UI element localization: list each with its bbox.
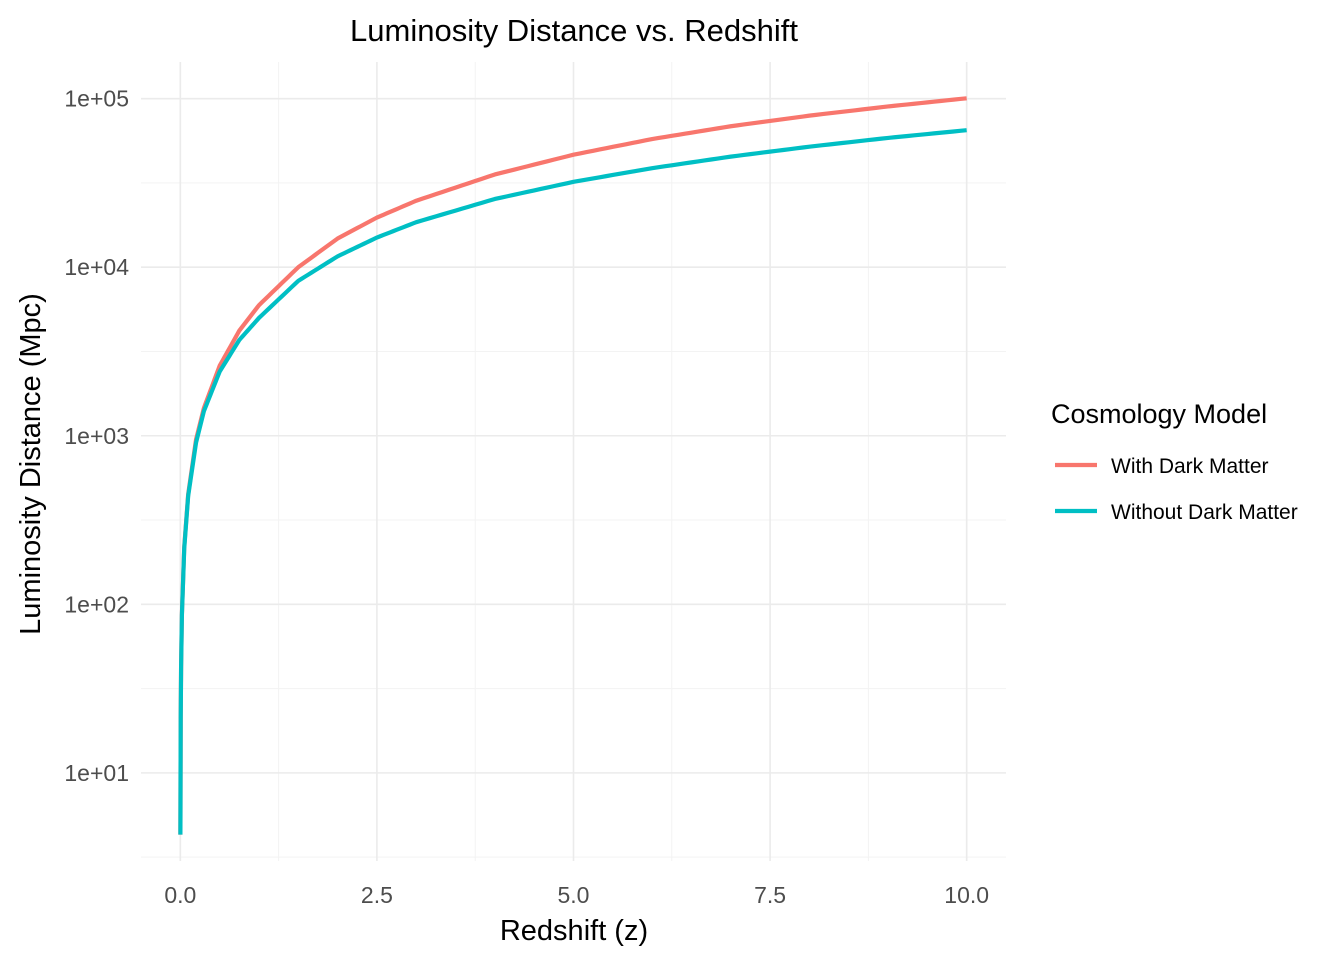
y-tick-label: 1e+03	[64, 423, 129, 449]
grid-lines	[141, 62, 1006, 861]
x-tick-label: 2.5	[361, 882, 393, 908]
y-tick-label: 1e+05	[64, 86, 129, 112]
series-lines	[178, 96, 967, 835]
legend-title: Cosmology Model	[1051, 399, 1267, 429]
x-tick-label: 5.0	[558, 882, 590, 908]
series-line-without-dark-matter	[178, 128, 967, 835]
y-tick-label: 1e+01	[64, 760, 129, 786]
x-tick-label: 7.5	[754, 882, 786, 908]
axis-ticks: 0.0 2.5 5.0 7.5 10.0 1e+01 1e+02 1e+03 1e+04 1e+0…	[64, 86, 989, 908]
legend-label: Without Dark Matter	[1111, 501, 1298, 524]
x-axis-title: Redshift (z)	[500, 915, 648, 947]
y-axis-title: Luminosity Distance (Mpc)	[15, 293, 47, 635]
y-tick-label: 1e+04	[64, 254, 129, 280]
x-tick-label: 10.0	[944, 882, 989, 908]
x-tick-label: 0.0	[164, 882, 196, 908]
chart-title: Luminosity Distance vs. Redshift	[350, 13, 798, 48]
legend-items: With Dark Matter Without Dark Matter	[1055, 455, 1298, 524]
legend: Cosmology Model With Dark Matter Without …	[1051, 399, 1298, 524]
legend-label: With Dark Matter	[1111, 455, 1269, 478]
y-tick-label: 1e+02	[64, 591, 129, 617]
